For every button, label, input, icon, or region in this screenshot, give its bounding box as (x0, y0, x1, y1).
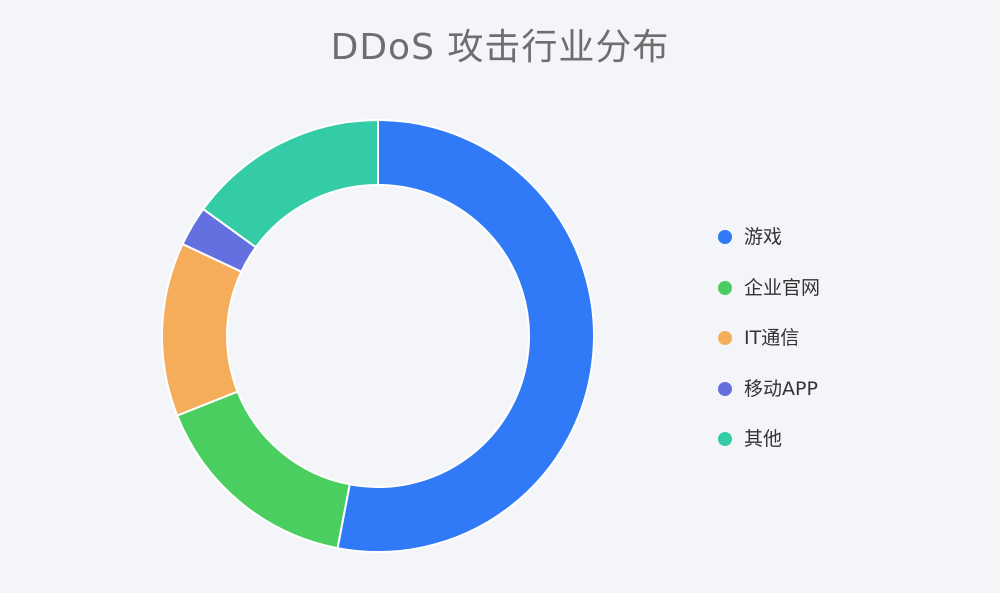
legend-dot-icon (718, 381, 732, 396)
legend-item-3[interactable]: IT通信 (718, 323, 820, 353)
legend-dot-icon (718, 432, 732, 446)
legend-label: 企业官网 (744, 276, 821, 299)
donut-slice-2[interactable] (176, 390, 351, 550)
legend-dot-icon (718, 230, 732, 244)
legend-dot-icon (718, 280, 732, 295)
donut-slice-1[interactable] (336, 119, 595, 553)
chart-legend: 游戏企业官网 IT通信移动APP 其他 (718, 222, 820, 475)
legend-item-4[interactable]: 移动APP (718, 374, 820, 404)
legend-label: 移动APP (744, 377, 818, 400)
legend-item-1[interactable]: 游戏 (718, 222, 820, 252)
legend-label: 游戏 (744, 226, 783, 248)
legend-label: IT通信 (744, 327, 800, 349)
donut-slice-5[interactable] (202, 119, 379, 249)
chart-title: DDoS 攻击行业分布 (330, 27, 670, 68)
legend-dot-icon (718, 331, 732, 345)
donut-slice-3[interactable] (161, 243, 243, 417)
legend-label: 其他 (744, 428, 783, 450)
legend-item-2[interactable]: 企业官网 (718, 273, 820, 303)
legend-item-5[interactable]: 其他 (718, 424, 820, 454)
